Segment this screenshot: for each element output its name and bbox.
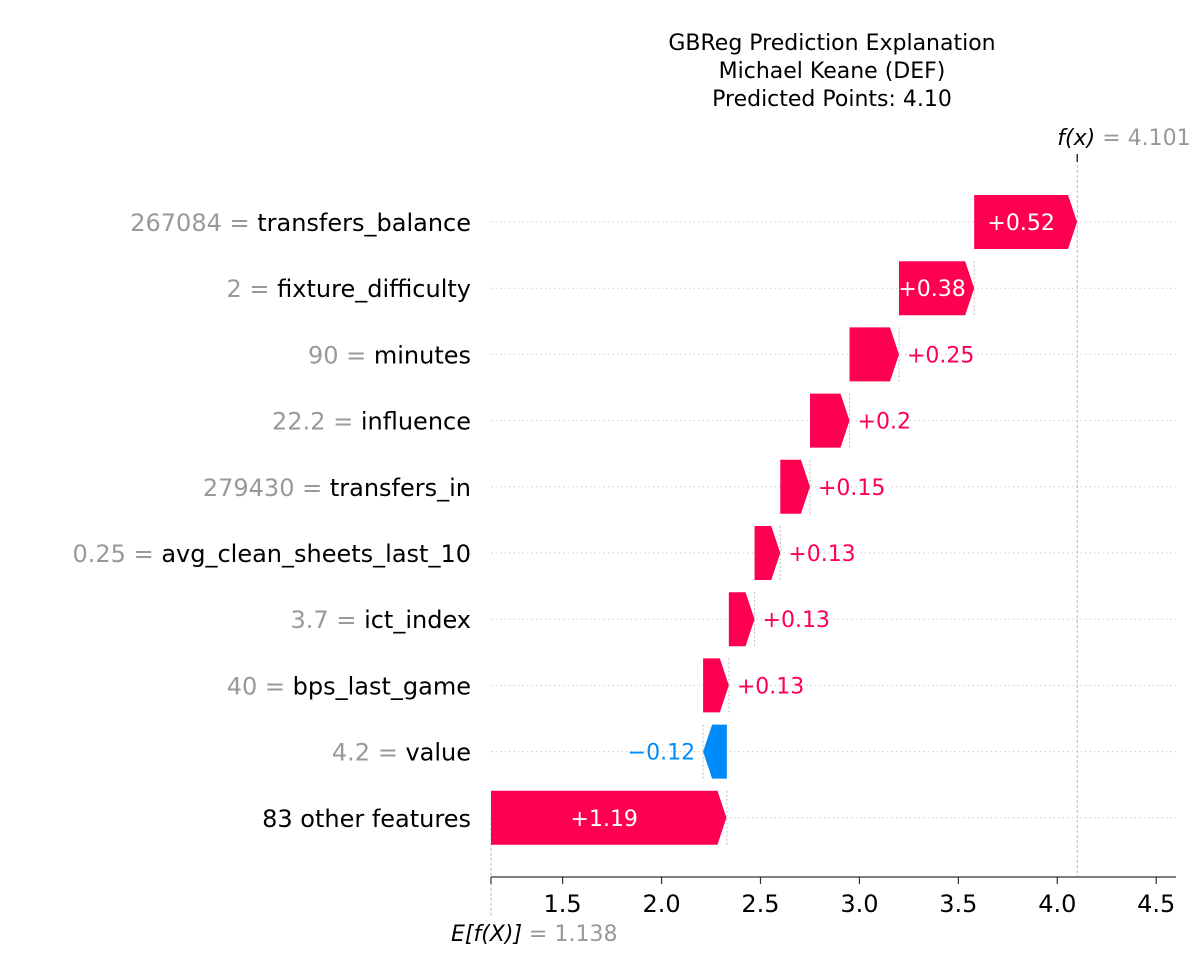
efx-label: E[f(X)] = 1.138 bbox=[451, 922, 617, 947]
chart-title-line-2: Michael Keane (DEF) bbox=[718, 59, 946, 84]
feature-label: 3.7 = ict_index bbox=[291, 606, 471, 634]
bar-ict_index bbox=[728, 592, 755, 647]
bar-value-label: +0.38 bbox=[898, 277, 965, 302]
bar-fixture_difficulty bbox=[898, 261, 975, 316]
bar-83-other-features bbox=[491, 790, 727, 845]
feature-label: 40 = bps_last_game bbox=[227, 672, 471, 700]
chart-title-line-3: Predicted Points: 4.10 bbox=[712, 87, 952, 112]
bar-value-label: +0.15 bbox=[818, 476, 885, 501]
x-tick-label: 3.0 bbox=[840, 890, 878, 918]
bar-value-label: +0.25 bbox=[907, 343, 974, 368]
bar-value-label: +0.52 bbox=[987, 211, 1054, 236]
fx-label: f(x) = 4.101 bbox=[1057, 126, 1190, 151]
bar-value-label: +0.13 bbox=[763, 608, 830, 633]
bar-value-label: +1.19 bbox=[571, 807, 638, 832]
feature-label: 4.2 = value bbox=[332, 739, 471, 767]
bar-value bbox=[703, 724, 727, 779]
feature-label: 267084 = transfers_balance bbox=[130, 209, 471, 237]
x-tick-label: 3.5 bbox=[939, 890, 977, 918]
feature-label: 90 = minutes bbox=[308, 341, 471, 369]
bar-transfers_in bbox=[780, 459, 810, 514]
feature-label: 83 other features bbox=[262, 805, 471, 833]
x-tick-label: 2.5 bbox=[741, 890, 779, 918]
x-tick-label: 1.5 bbox=[544, 890, 582, 918]
bar-value-label: −0.12 bbox=[628, 741, 695, 766]
bar-minutes bbox=[849, 327, 899, 382]
x-tick-label: 4.0 bbox=[1038, 890, 1076, 918]
bar-transfers_balance bbox=[974, 195, 1078, 249]
feature-label: 2 = fixture_difficulty bbox=[227, 275, 471, 303]
bar-avg_clean_sheets_last_10 bbox=[754, 526, 781, 580]
bar-bps_last_game bbox=[703, 658, 729, 713]
x-tick-label: 4.5 bbox=[1137, 890, 1175, 918]
bar-influence bbox=[809, 393, 850, 448]
chart-title-line-1: GBReg Prediction Explanation bbox=[668, 31, 996, 56]
feature-label: 0.25 = avg_clean_sheets_last_10 bbox=[73, 540, 472, 568]
x-tick-label: 2.0 bbox=[642, 890, 680, 918]
bar-value-label: +0.13 bbox=[788, 542, 855, 567]
bar-value-label: +0.2 bbox=[858, 410, 911, 435]
feature-label: 279430 = transfers_in bbox=[203, 474, 471, 502]
bar-value-label: +0.13 bbox=[737, 674, 804, 699]
feature-label: 22.2 = influence bbox=[272, 408, 471, 436]
